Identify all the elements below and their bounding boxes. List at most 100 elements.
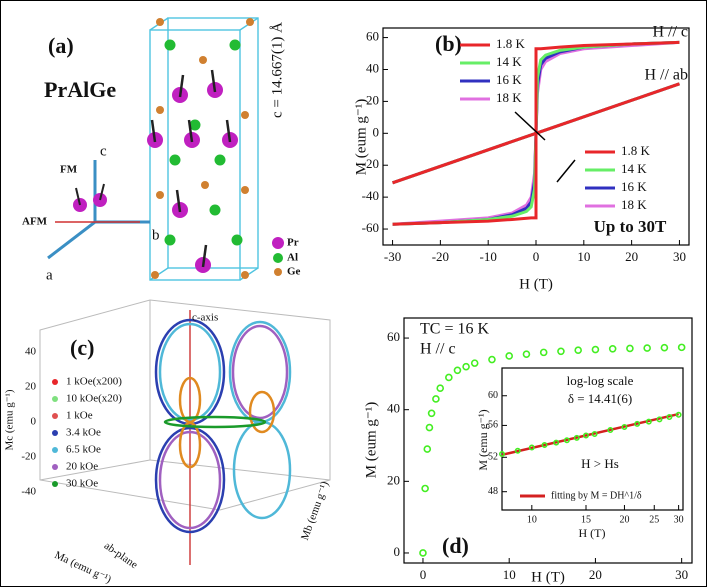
x-tick-label: 10	[577, 249, 590, 264]
z-tick-label: 40	[25, 346, 37, 358]
ge-atom	[241, 111, 249, 119]
legend-marker	[52, 481, 58, 487]
y-tick-label: 40	[366, 60, 379, 75]
y-tick-label: 60	[366, 29, 379, 44]
y-tick-label: 20	[387, 472, 400, 487]
al-atom	[165, 40, 176, 51]
legend-label: 6.5 kOe	[66, 444, 101, 456]
axis-b: b	[152, 227, 160, 243]
al-atom	[230, 40, 241, 51]
panel-label: (b)	[435, 31, 462, 56]
al-atom	[215, 155, 226, 166]
legend-label: 16 K	[496, 72, 522, 87]
legend-label: 18 K	[496, 90, 522, 105]
legend-label: fitting by M = DH^1/δ	[551, 490, 642, 501]
legend-label: 14 K	[621, 161, 647, 176]
legend-marker	[52, 430, 58, 436]
y-axis-label: M (eum g⁻¹)	[353, 99, 369, 176]
x-tick-label: 30	[674, 514, 684, 525]
legend-marker	[52, 447, 58, 453]
x-tick-label: 30	[675, 567, 688, 582]
y-tick-label: 0	[394, 544, 401, 559]
legend-al: Al	[287, 252, 298, 264]
y-tick-label: -40	[362, 188, 379, 203]
axis-c: c	[100, 143, 107, 159]
y-tick-label: 48	[488, 486, 498, 497]
legend-label: 1.8 K	[496, 36, 526, 51]
legend-label: 1.8 K	[621, 143, 651, 158]
ge-atom	[156, 18, 164, 26]
legend-label: 18 K	[621, 197, 647, 212]
legend-label: 1 kOe(x200)	[66, 376, 122, 388]
x-tick-label: -20	[432, 249, 449, 264]
al-atom	[170, 155, 181, 166]
z-tick-label: -40	[21, 486, 36, 498]
z-tick-label: 20	[25, 381, 37, 393]
afm-label: AFM	[22, 216, 48, 228]
legend-marker	[52, 413, 58, 419]
x-tick-label: 20	[619, 514, 629, 525]
y-axis-label: M (eum g⁻¹)	[363, 402, 379, 479]
x-tick-label: 10	[527, 514, 537, 525]
y-tick-label: 40	[387, 401, 400, 416]
x-tick-label: 20	[589, 567, 602, 582]
annotation: log-log scale	[567, 373, 634, 388]
annotation: TC = 16 K	[420, 321, 489, 338]
z-axis-label: Mc (emu g⁻¹)	[4, 389, 16, 450]
x-axis-label: H (T)	[519, 276, 553, 292]
legend-label: 1 kOe	[66, 410, 93, 422]
fm-label: FM	[60, 164, 78, 176]
legend-marker	[52, 379, 58, 385]
ge-atom	[246, 18, 254, 26]
al-atom	[232, 235, 243, 246]
legend-marker	[52, 464, 58, 470]
lattice-constant: c = 14.667(1) Å	[269, 22, 285, 118]
legend-label: 30 kOe	[66, 478, 98, 490]
legend-label: 20 kOe	[66, 461, 98, 473]
y-axis-label: M (emu g⁻¹)	[476, 409, 490, 470]
x-tick-label: 15	[581, 514, 591, 525]
annotation: Up to 30T	[594, 217, 667, 236]
y-tick-label: -60	[362, 220, 379, 235]
x-tick-label: -30	[384, 249, 401, 264]
annotation: H // ab	[644, 67, 688, 84]
legend-pr: Pr	[287, 237, 299, 249]
ge-atom	[151, 271, 159, 279]
ge-atom	[156, 191, 164, 199]
legend-label: 3.4 kOe	[66, 427, 101, 439]
annotation: H > Hs	[581, 456, 619, 471]
annotation: H // c	[652, 24, 688, 41]
z-tick-label: -20	[21, 451, 36, 463]
panel-label: (d)	[442, 533, 469, 558]
compound: PrAlGe	[44, 77, 116, 102]
c-axis-label: c-axis	[192, 312, 218, 324]
x-tick-label: -10	[480, 249, 497, 264]
x-tick-label: 0	[533, 249, 540, 264]
ge-atom	[241, 271, 249, 279]
ge-atom	[156, 106, 164, 114]
y-tick-label: 60	[488, 390, 498, 401]
ge-atom	[201, 181, 209, 189]
ge-atom	[199, 56, 207, 64]
x-axis-label: H (T)	[531, 569, 565, 585]
x-tick-label: 10	[503, 567, 516, 582]
x-tick-label: 20	[625, 249, 638, 264]
annotation: δ = 14.41(6)	[568, 391, 632, 406]
annotation: H // c	[420, 341, 456, 358]
x-tick-label: 25	[649, 514, 659, 525]
al-atom	[165, 235, 176, 246]
x-axis-label: H (T)	[579, 526, 606, 540]
z-tick-label: 0	[31, 416, 37, 428]
legend-ge: Ge	[287, 266, 301, 278]
legend-marker	[52, 396, 58, 402]
figure: (a) PrAlGe c = 14.667(1) Å c b a FM AFM …	[0, 0, 707, 587]
legend-label: 14 K	[496, 54, 522, 69]
al-atom	[210, 205, 221, 216]
y-tick-label: 0	[373, 124, 380, 139]
x-tick-label: 30	[673, 249, 686, 264]
ge-atom	[241, 186, 249, 194]
legend-label: 16 K	[621, 179, 647, 194]
x-tick-label: 0	[420, 567, 427, 582]
panel-label: (c)	[70, 335, 94, 360]
legend-label: 10 kOe(x20)	[66, 393, 122, 405]
